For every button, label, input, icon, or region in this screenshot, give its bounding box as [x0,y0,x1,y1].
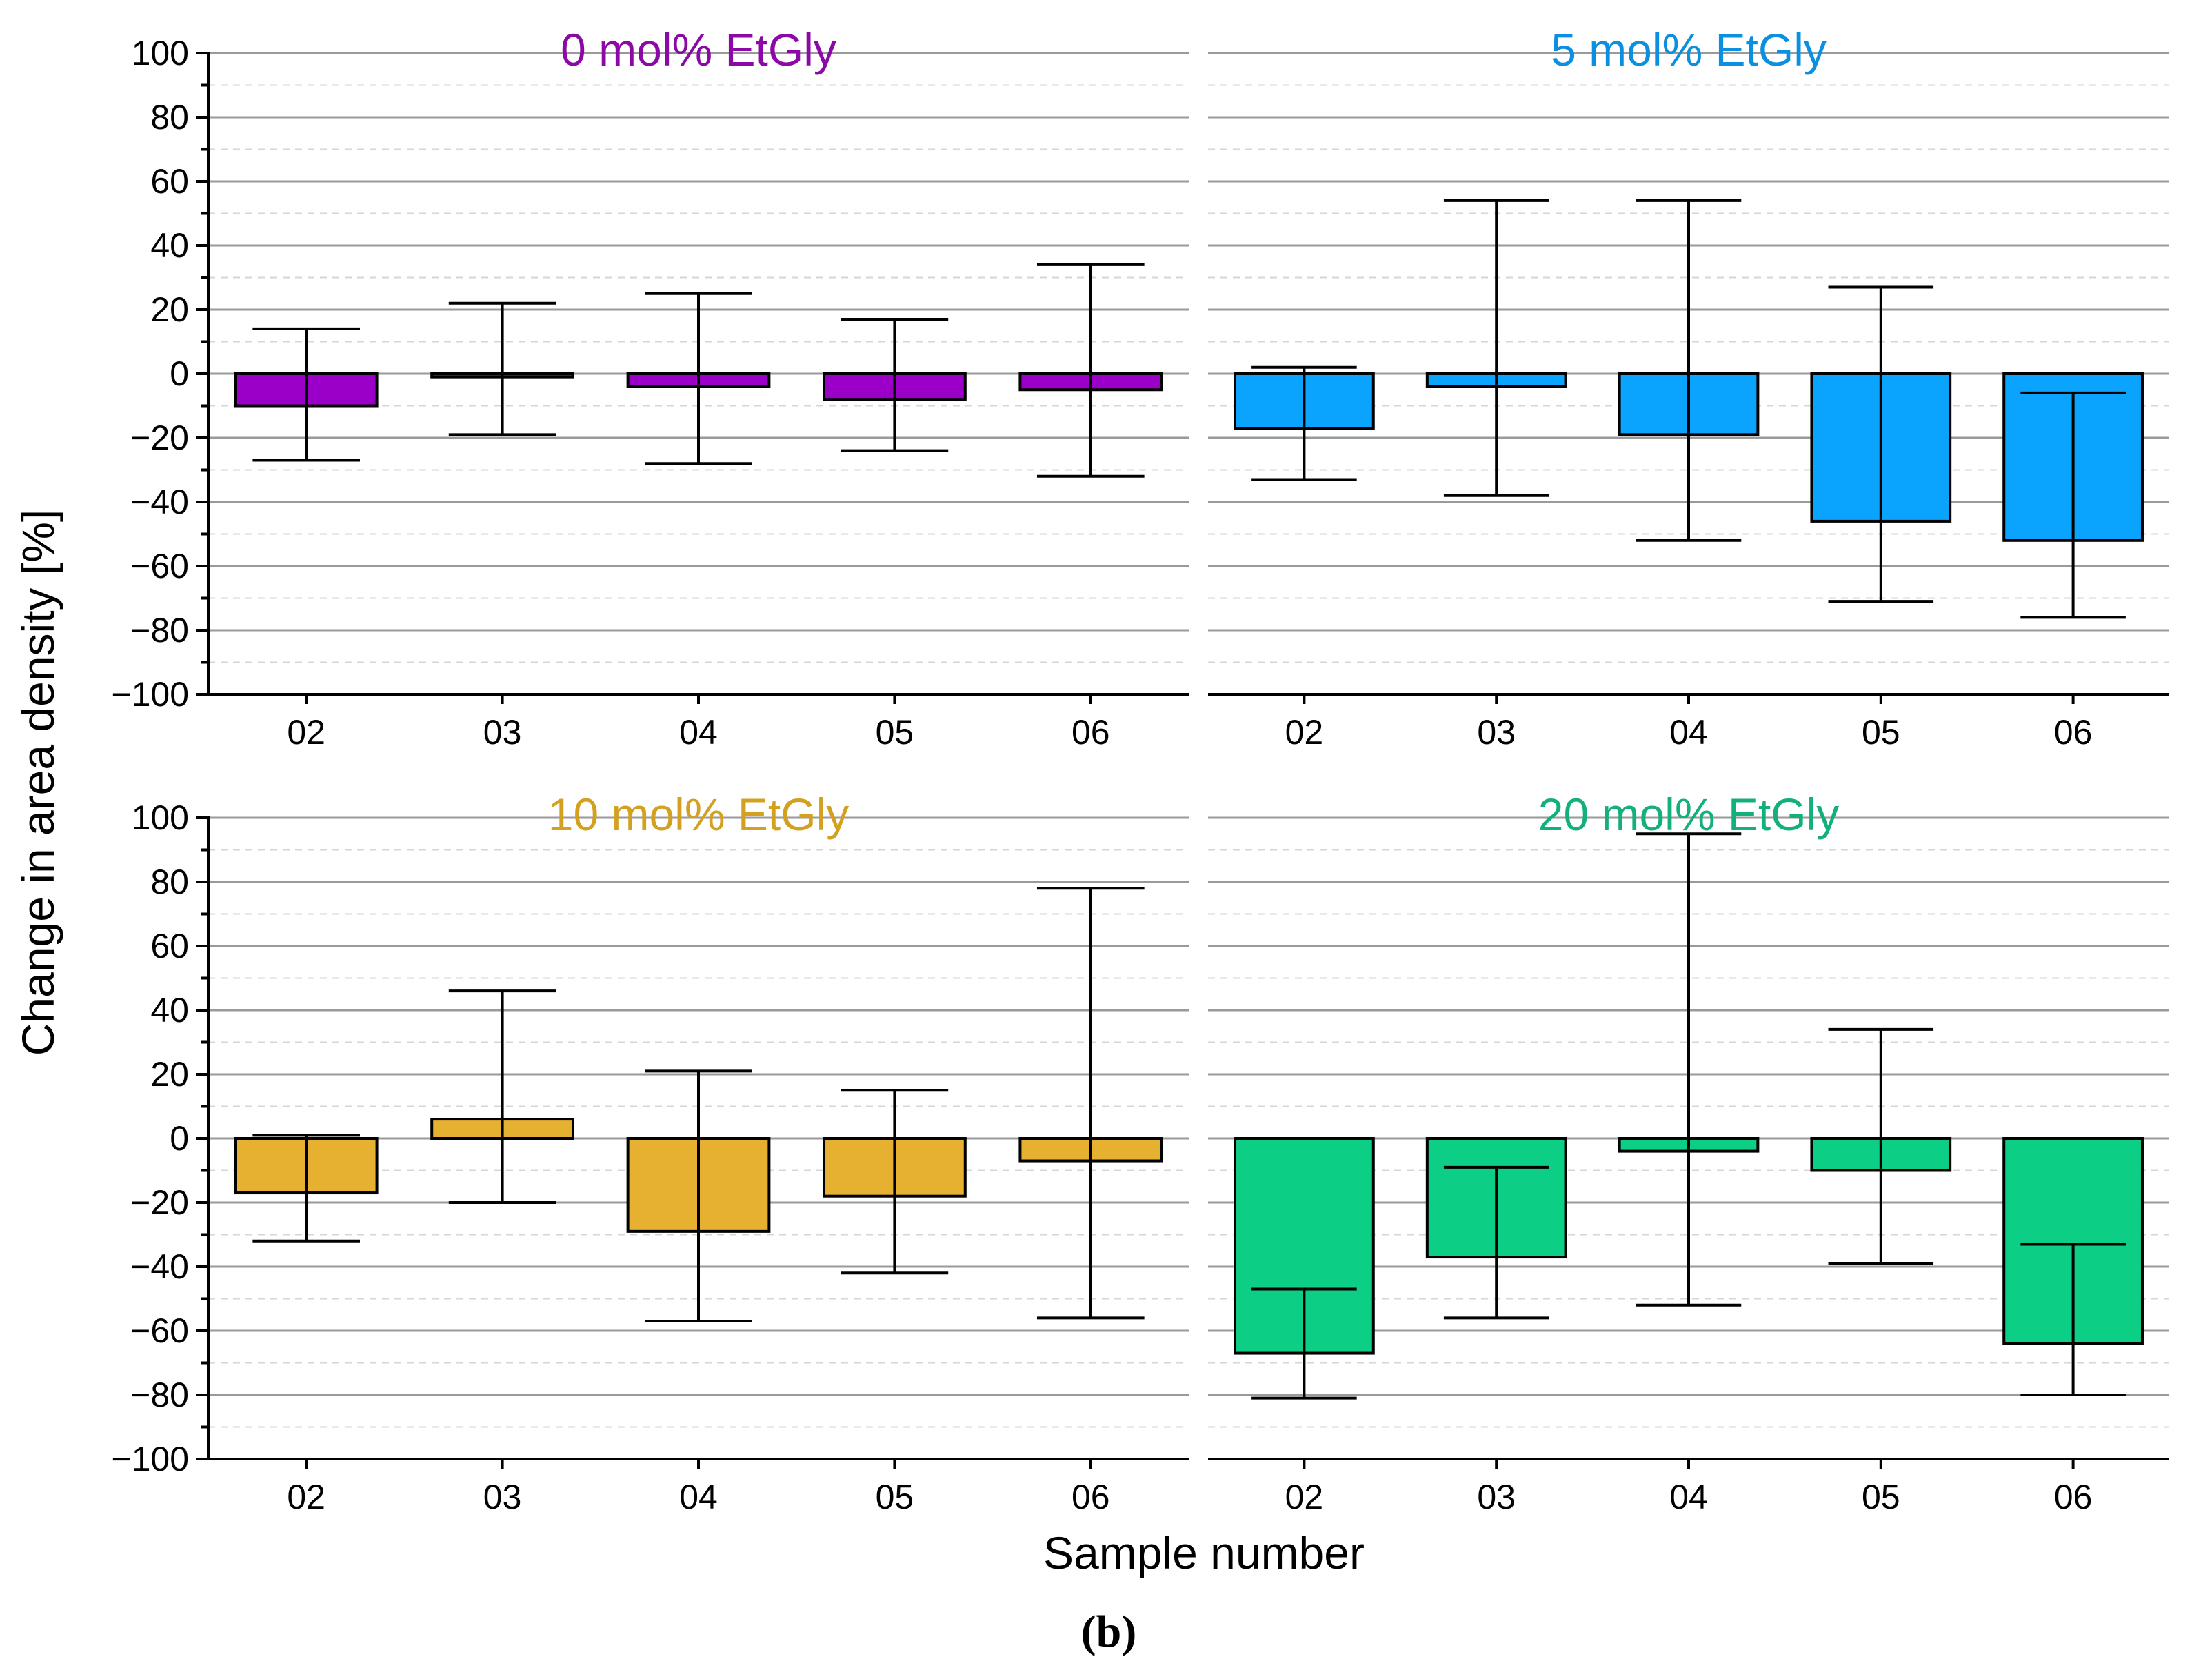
chart-panels: 100 80 60 40 20 0 −20 −40 −60 −80 −100 02 03 04 05 06 0 … [111,24,2169,1516]
y-axis-title: Change in area density [%] [12,510,63,1056]
y-tick-label: −100 [111,1440,189,1478]
y-tick-label: −80 [130,1376,189,1414]
y-tick-label: 60 [150,162,189,201]
x-tick-label-02: 02 [1285,713,1324,752]
y-tick-label: 20 [150,290,189,329]
y-tick-label: 60 [150,927,189,965]
chart-title: 20 mol% EtGly [1538,789,1839,840]
x-tick-label-03: 03 [1477,713,1516,752]
y-tick-label: 20 [150,1055,189,1094]
y-tick-label: −40 [130,483,189,521]
x-tick-label-03: 03 [483,713,522,752]
x-tick-label-04: 04 [679,1478,718,1516]
chart-title: 10 mol% EtGly [548,789,849,840]
y-tick-label: 100 [132,798,189,837]
y-tick-label: −60 [130,547,189,585]
chart-panel-0: 100 80 60 40 20 0 −20 −40 −60 −80 −100 02 03 04 05 06 0 … [111,24,1189,752]
x-tick-label-06: 06 [2054,1478,2093,1516]
x-tick-label-02: 02 [1285,1478,1324,1516]
y-tick-label: 80 [150,863,189,901]
x-tick-label-04: 04 [679,713,718,752]
x-tick-label-04: 04 [1669,1478,1708,1516]
chart-panel-3: 02 03 04 05 06 20 mol% EtGly [1208,789,2169,1516]
x-tick-label-05: 05 [1862,1478,1900,1516]
y-tick-label: −40 [130,1247,189,1286]
x-tick-label-03: 03 [1477,1478,1516,1516]
y-tick-label: 40 [150,991,189,1029]
y-tick-label: −20 [130,419,189,457]
x-tick-label-05: 05 [876,1478,914,1516]
chart-panel-1: 02 03 04 05 06 5 mol% EtGly [1208,24,2169,752]
x-tick-label-02: 02 [287,1478,325,1516]
y-tick-label: −100 [111,675,189,714]
y-tick-label: 80 [150,98,189,137]
x-tick-label-05: 05 [876,713,914,752]
figure-caption: (b) [1081,1607,1137,1657]
y-tick-label: −60 [130,1311,189,1350]
x-tick-label-02: 02 [287,713,325,752]
x-tick-label-06: 06 [2054,713,2093,752]
y-tick-label: −20 [130,1183,189,1222]
x-tick-label-05: 05 [1862,713,1900,752]
y-tick-label: 0 [170,354,189,393]
x-tick-label-06: 06 [1072,1478,1110,1516]
y-tick-label: −80 [130,611,189,650]
y-tick-label: 0 [170,1119,189,1158]
y-tick-label: 40 [150,226,189,265]
chart-title: 5 mol% EtGly [1551,24,1827,75]
x-axis-title: Sample number [1043,1527,1365,1578]
y-tick-label: 100 [132,34,189,72]
x-tick-label-03: 03 [483,1478,522,1516]
chart-panel-2: 100 80 60 40 20 0 −20 −40 −60 −80 −100 02 03 04 05 06 10… [111,789,1189,1516]
chart-title: 0 mol% EtGly [561,24,836,75]
x-tick-label-06: 06 [1072,713,1110,752]
x-tick-label-04: 04 [1669,713,1708,752]
